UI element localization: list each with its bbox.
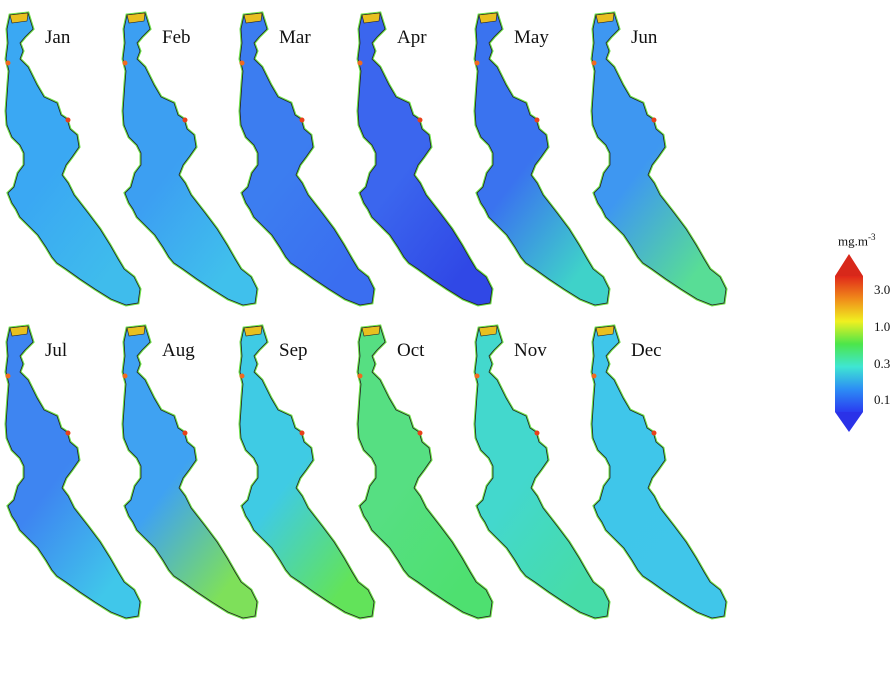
month-label: Mar [279,27,311,48]
month-panel: Apr [352,7,494,337]
month-panel: Oct [352,320,494,650]
river-mouth-hotspot [534,430,540,436]
north-tip-hotspot [9,325,29,337]
river-mouth-hotspot [357,60,363,66]
river-mouth-hotspot [534,117,540,123]
river-mouth-hotspot [65,430,71,436]
river-mouth-hotspot [474,60,480,66]
river-mouth-hotspot [357,373,363,379]
lake-surface [591,12,727,306]
lake-map [590,324,728,620]
month-panel: Jun [586,7,728,337]
north-tip-hotspot [126,12,146,24]
month-panel: Jan [0,7,142,337]
north-tip-hotspot [478,12,498,24]
colorbar-tick: 3.0 [874,282,891,297]
lake-map [473,11,611,307]
lake-map [356,324,494,620]
lake-surface [122,325,258,619]
lake-surface [357,12,493,306]
river-mouth-hotspot [5,60,11,66]
river-mouth-hotspot [299,117,305,123]
north-tip-hotspot [9,12,29,24]
month-label: Apr [397,27,427,48]
lake-surface [122,12,258,306]
river-mouth-hotspot [122,373,128,379]
month-label: Oct [397,340,425,361]
month-label: May [514,27,549,48]
north-tip-hotspot [478,325,498,337]
river-mouth-hotspot [417,430,423,436]
month-panel: May [469,7,611,337]
lake-surface [474,325,610,619]
colorbar [835,254,863,432]
month-label: Dec [631,340,662,361]
lake-map [121,324,259,620]
lake-map [121,11,259,307]
river-mouth-hotspot [5,373,11,379]
month-label: Jan [45,27,71,48]
month-panel: Feb [117,7,259,337]
month-panel: Sep [234,320,376,650]
colorbar-unit: mg.m-3 [838,232,876,249]
colorbar-tick: 0.3 [874,356,891,371]
colorbar-legend: mg.m-3 3.0 1.0 0.3 0.1 [810,232,893,432]
lake-map [238,11,376,307]
lake-map [4,324,142,620]
month-label: Jul [45,340,68,361]
river-mouth-hotspot [417,117,423,123]
river-mouth-hotspot [651,117,657,123]
colorbar-top-arrow [835,254,863,276]
river-mouth-hotspot [591,60,597,66]
river-mouth-hotspot [182,430,188,436]
river-mouth-hotspot [65,117,71,123]
north-tip-hotspot [361,325,381,337]
month-label: Jun [631,27,658,48]
river-mouth-hotspot [239,373,245,379]
colorbar-tick: 0.1 [874,392,891,407]
lake-surface [474,12,610,306]
lake-surface [239,325,375,619]
north-tip-hotspot [243,12,263,24]
river-mouth-hotspot [182,117,188,123]
river-mouth-hotspot [591,373,597,379]
month-panel: Dec [586,320,728,650]
month-label: Sep [279,340,308,361]
north-tip-hotspot [126,325,146,337]
colorbar-body [835,276,863,412]
colorbar-tick: 1.0 [874,319,891,334]
north-tip-hotspot [595,12,615,24]
lake-surface [239,12,375,306]
lake-map [590,11,728,307]
lake-surface [5,325,141,619]
north-tip-hotspot [595,325,615,337]
river-mouth-hotspot [474,373,480,379]
month-panel: Aug [117,320,259,650]
month-panel: Nov [469,320,611,650]
lake-map [356,11,494,307]
month-label: Feb [162,27,191,48]
river-mouth-hotspot [122,60,128,66]
colorbar-bottom-arrow [835,412,863,432]
river-mouth-hotspot [239,60,245,66]
month-panel: Mar [234,7,376,337]
north-tip-hotspot [243,325,263,337]
river-mouth-hotspot [299,430,305,436]
lake-surface [357,325,493,619]
river-mouth-hotspot [651,430,657,436]
month-label: Nov [514,340,547,361]
lake-surface [591,325,727,619]
month-label: Aug [162,340,195,361]
month-panel: Jul [0,320,142,650]
lake-surface [5,12,141,306]
north-tip-hotspot [361,12,381,24]
lake-map [238,324,376,620]
lake-map [473,324,611,620]
lake-map [4,11,142,307]
